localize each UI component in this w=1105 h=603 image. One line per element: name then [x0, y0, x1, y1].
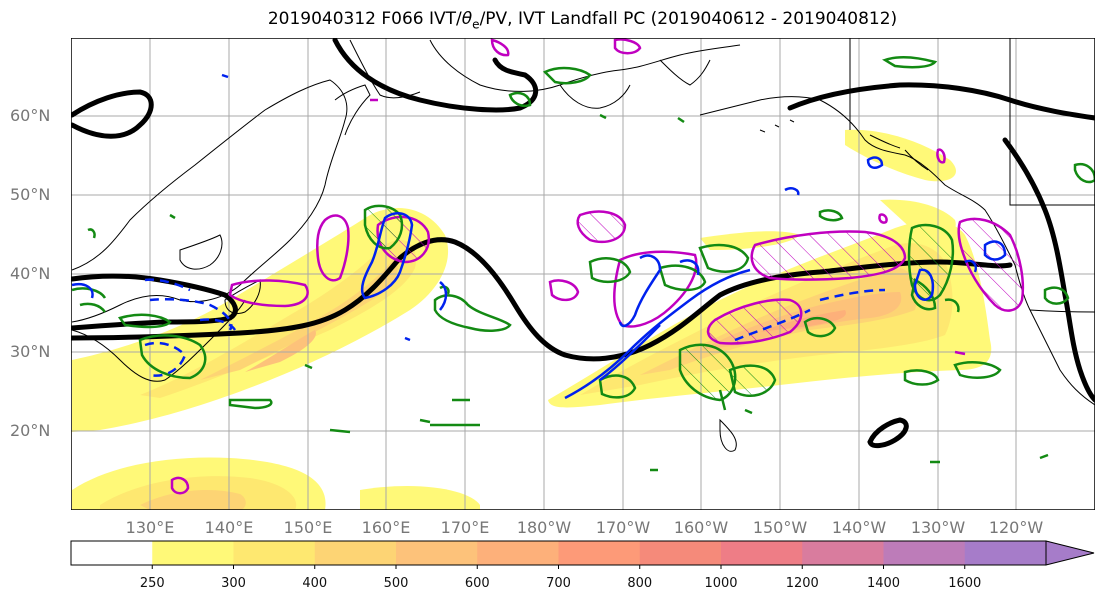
colorbar-cell	[964, 541, 1047, 565]
ivt-plume-south	[72, 457, 480, 510]
lon-label-130e: 130°E	[125, 518, 175, 537]
lon-label-160e: 160°E	[361, 518, 411, 537]
lon-label-150e: 150°E	[283, 518, 333, 537]
lon-label-140e: 140°E	[204, 518, 254, 537]
lon-label-140w: 140°W	[831, 518, 887, 537]
colorbar-cell	[233, 541, 316, 565]
lat-label-20n: 20°N	[10, 421, 51, 440]
lat-label-50n: 50°N	[10, 185, 51, 204]
pv-magenta-contours	[170, 38, 1025, 495]
colorbar-tick-label: 800	[627, 576, 653, 591]
lon-label-180w: 180°W	[516, 518, 572, 537]
lon-label-130w: 130°W	[910, 518, 966, 537]
lon-label-160w: 160°W	[673, 518, 729, 537]
lon-label-170e: 170°E	[440, 518, 490, 537]
colorbar-cell	[71, 541, 153, 565]
colorbar-tick-label: 1200	[785, 576, 819, 591]
map-title: 2019040312 F066 IVT/θe/PV, IVT Landfall …	[267, 9, 898, 32]
colorbar-tick-label: 1400	[866, 576, 901, 591]
colorbar-cell	[477, 541, 559, 565]
colorbar-cell	[721, 541, 803, 565]
colorbar-cell	[558, 541, 641, 565]
lat-label-40n: 40°N	[10, 264, 51, 283]
colorbar-cell	[639, 541, 722, 565]
lon-label-170w: 170°W	[595, 518, 651, 537]
colorbar-tick-label: 500	[383, 576, 409, 591]
colorbar-tick-label: 700	[546, 576, 571, 591]
colorbar-cell	[883, 541, 966, 565]
lon-label-150w: 150°W	[752, 518, 808, 537]
colorbar-tick-label: 600	[464, 576, 490, 591]
colorbar	[70, 540, 1095, 569]
colorbar-cell	[396, 541, 478, 565]
pv-green-contours	[71, 56, 1095, 472]
lat-label-30n: 30°N	[10, 342, 51, 361]
colorbar-tick-label: 400	[302, 576, 328, 591]
colorbar-cell	[314, 541, 397, 565]
graticule	[71, 38, 1095, 510]
colorbar-tick-label: 1600	[948, 576, 982, 591]
colorbar-cell	[802, 541, 884, 565]
ivt-plume-west	[72, 207, 449, 432]
colorbar-tick-label: 1000	[704, 576, 738, 591]
lon-label-120w: 120°W	[988, 518, 1044, 537]
colorbar-cell	[152, 541, 234, 565]
pv-blue-contours	[71, 73, 1007, 400]
lat-label-60n: 60°N	[10, 106, 51, 125]
colorbar-tick-label: 250	[139, 576, 165, 591]
colorbar-tick-label: 300	[221, 576, 246, 591]
